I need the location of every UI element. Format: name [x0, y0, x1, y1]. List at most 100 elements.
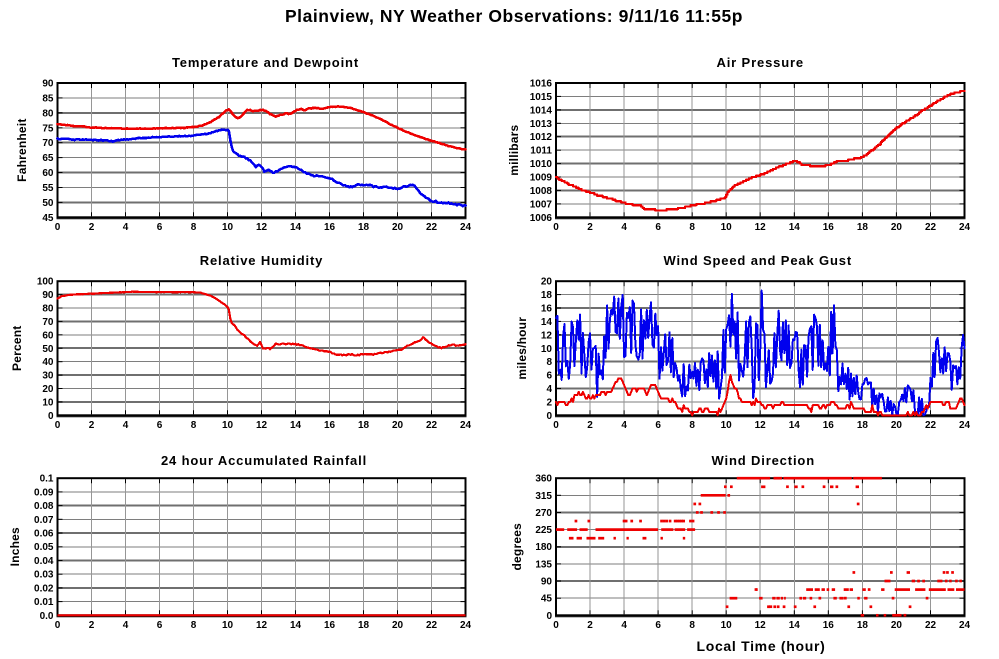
svg-text:85: 85	[42, 93, 54, 104]
svg-text:45: 45	[541, 594, 553, 605]
svg-text:6: 6	[655, 222, 661, 233]
svg-text:4: 4	[546, 384, 552, 395]
svg-text:millibars: millibars	[507, 124, 521, 175]
svg-text:20: 20	[392, 620, 404, 631]
svg-text:0.06: 0.06	[34, 529, 54, 540]
svg-text:0.07: 0.07	[34, 515, 54, 526]
svg-text:10: 10	[541, 344, 553, 355]
svg-text:65: 65	[42, 153, 54, 164]
svg-text:0.02: 0.02	[34, 583, 54, 594]
svg-text:16: 16	[541, 304, 553, 315]
svg-text:12: 12	[256, 620, 268, 631]
svg-text:Temperature and Dewpoint: Temperature and Dewpoint	[172, 55, 359, 70]
svg-text:80: 80	[42, 304, 54, 315]
svg-text:90: 90	[42, 79, 54, 90]
svg-text:22: 22	[426, 420, 438, 431]
svg-text:12: 12	[755, 620, 767, 631]
svg-text:8: 8	[191, 420, 197, 431]
svg-text:Air Pressure: Air Pressure	[716, 55, 804, 70]
svg-text:Wind Direction: Wind Direction	[711, 453, 815, 468]
svg-text:miles/hour: miles/hour	[515, 317, 529, 380]
svg-text:degrees: degrees	[510, 523, 524, 571]
svg-text:6: 6	[157, 420, 163, 431]
svg-text:8: 8	[191, 620, 197, 631]
svg-text:20: 20	[392, 420, 404, 431]
svg-text:12: 12	[755, 420, 767, 431]
svg-text:18: 18	[857, 222, 869, 233]
svg-text:1015: 1015	[530, 92, 553, 103]
svg-text:24: 24	[959, 620, 971, 631]
svg-text:18: 18	[358, 620, 370, 631]
svg-text:0.05: 0.05	[34, 542, 54, 553]
svg-text:12: 12	[256, 420, 268, 431]
svg-text:315: 315	[535, 491, 552, 502]
svg-text:8: 8	[689, 420, 695, 431]
svg-text:Inches: Inches	[8, 527, 22, 566]
svg-text:Plainview, NY Weather Observat: Plainview, NY Weather Observations: 9/11…	[285, 6, 743, 26]
svg-text:16: 16	[324, 420, 336, 431]
svg-text:4: 4	[123, 620, 129, 631]
svg-text:10: 10	[222, 620, 234, 631]
svg-text:0: 0	[546, 611, 552, 622]
svg-text:4: 4	[123, 222, 129, 233]
svg-text:18: 18	[541, 290, 553, 301]
svg-text:1007: 1007	[530, 199, 553, 210]
svg-text:12: 12	[541, 330, 553, 341]
svg-text:50: 50	[42, 344, 54, 355]
svg-text:16: 16	[823, 420, 835, 431]
svg-text:24: 24	[959, 420, 971, 431]
svg-text:Percent: Percent	[10, 326, 24, 371]
svg-text:4: 4	[621, 620, 627, 631]
svg-text:Fahrenheit: Fahrenheit	[15, 118, 29, 181]
svg-text:24 hour Accumulated Rainfall: 24 hour Accumulated Rainfall	[161, 453, 367, 468]
svg-text:90: 90	[541, 577, 553, 588]
svg-text:22: 22	[426, 620, 438, 631]
svg-text:20: 20	[541, 277, 553, 288]
svg-text:70: 70	[42, 138, 54, 149]
svg-text:22: 22	[925, 222, 937, 233]
svg-text:4: 4	[123, 420, 129, 431]
svg-text:Local Time (hour): Local Time (hour)	[696, 638, 825, 654]
svg-text:2: 2	[587, 420, 593, 431]
svg-text:180: 180	[535, 542, 552, 553]
svg-text:1009: 1009	[530, 173, 553, 184]
svg-text:14: 14	[789, 222, 801, 233]
svg-text:360: 360	[535, 474, 552, 485]
svg-text:2: 2	[89, 420, 95, 431]
svg-text:0.08: 0.08	[34, 501, 54, 512]
svg-text:40: 40	[42, 357, 54, 368]
svg-text:0: 0	[55, 222, 61, 233]
svg-text:100: 100	[37, 277, 54, 288]
svg-text:75: 75	[42, 123, 54, 134]
svg-text:0: 0	[55, 620, 61, 631]
svg-text:0.01: 0.01	[34, 597, 54, 608]
svg-text:4: 4	[621, 222, 627, 233]
svg-text:45: 45	[42, 213, 54, 224]
svg-text:0: 0	[48, 411, 54, 422]
svg-text:2: 2	[89, 620, 95, 631]
svg-text:1012: 1012	[530, 132, 553, 143]
svg-text:20: 20	[891, 420, 903, 431]
svg-text:14: 14	[290, 222, 302, 233]
svg-text:14: 14	[789, 420, 801, 431]
svg-text:24: 24	[460, 420, 472, 431]
svg-text:10: 10	[721, 222, 733, 233]
svg-text:20: 20	[891, 620, 903, 631]
svg-text:135: 135	[535, 559, 552, 570]
svg-text:55: 55	[42, 183, 54, 194]
svg-text:22: 22	[426, 222, 438, 233]
svg-text:22: 22	[925, 420, 937, 431]
svg-text:8: 8	[689, 222, 695, 233]
svg-text:14: 14	[541, 317, 553, 328]
svg-text:Wind Speed and Peak Gust: Wind Speed and Peak Gust	[663, 253, 852, 268]
svg-text:20: 20	[42, 384, 54, 395]
svg-text:60: 60	[42, 330, 54, 341]
svg-text:16: 16	[823, 620, 835, 631]
svg-text:30: 30	[42, 371, 54, 382]
svg-text:18: 18	[358, 222, 370, 233]
svg-text:1008: 1008	[530, 186, 553, 197]
svg-text:10: 10	[721, 620, 733, 631]
svg-text:4: 4	[621, 420, 627, 431]
svg-text:2: 2	[546, 397, 552, 408]
svg-text:20: 20	[891, 222, 903, 233]
